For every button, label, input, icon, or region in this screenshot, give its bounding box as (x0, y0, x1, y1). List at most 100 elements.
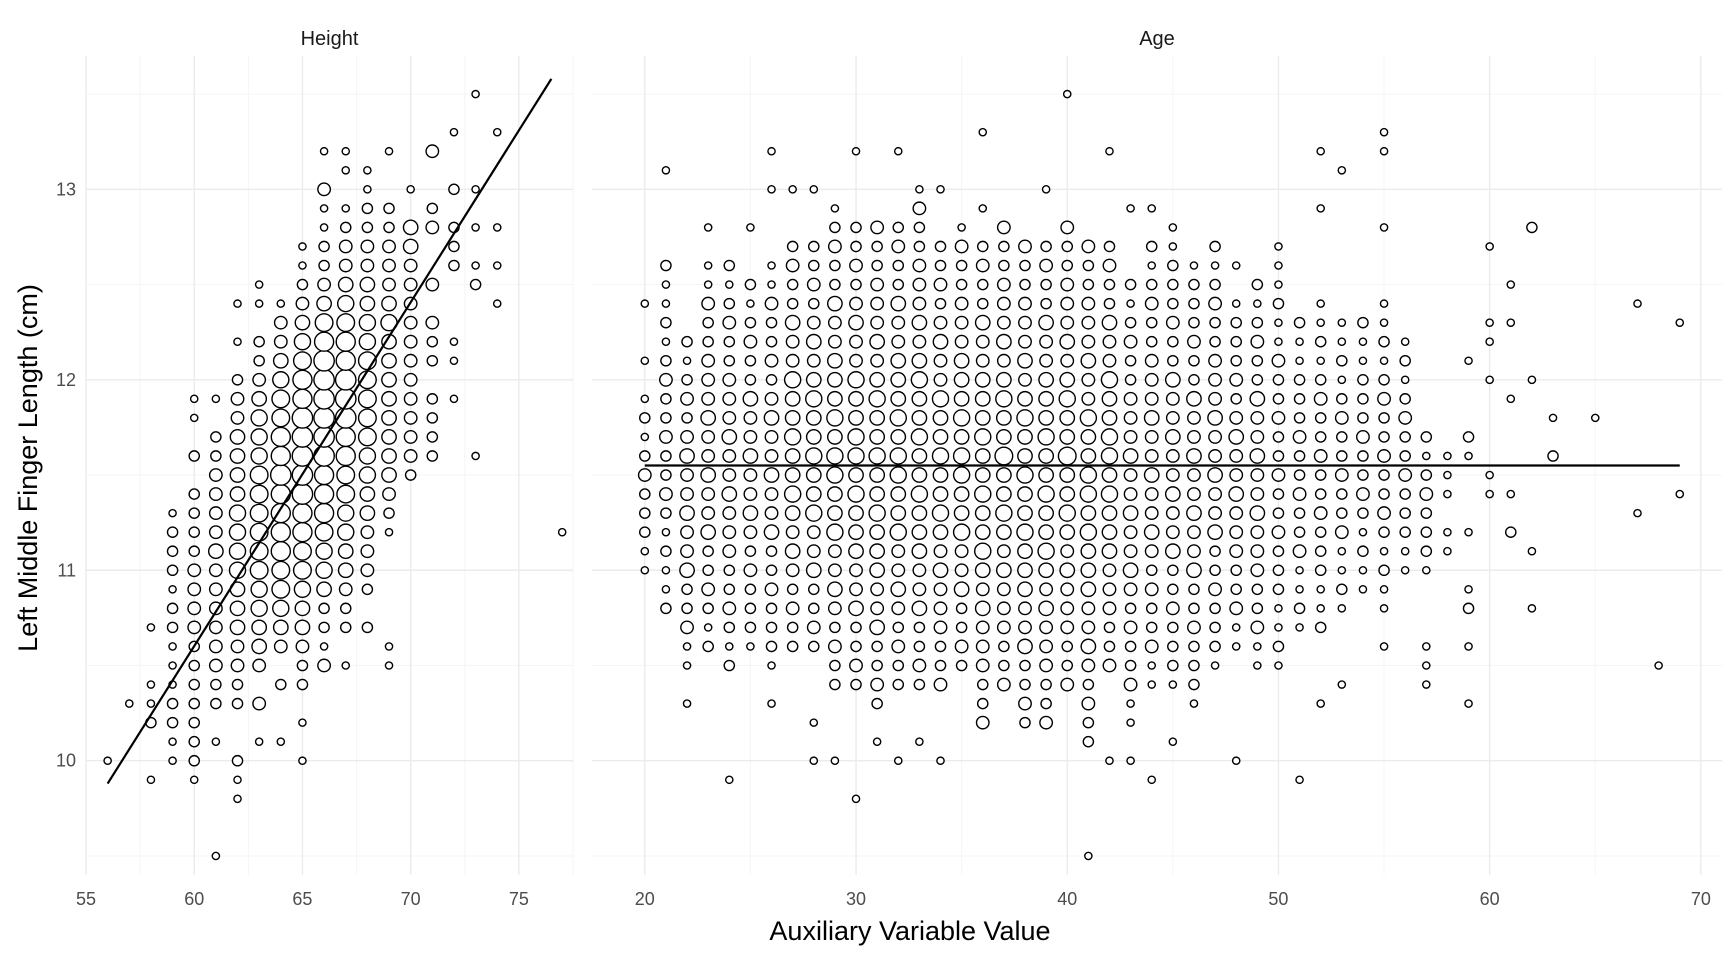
data-point (784, 467, 801, 483)
data-point (271, 579, 291, 599)
data-point (869, 467, 886, 483)
data-point (1167, 640, 1179, 653)
data-point (1040, 697, 1052, 710)
data-point (1251, 583, 1264, 596)
data-point (1462, 602, 1475, 615)
data-point (187, 563, 202, 578)
data-point (1295, 356, 1304, 366)
data-point (1080, 562, 1097, 579)
data-point (1485, 242, 1494, 251)
data-point (1017, 562, 1033, 579)
data-point (1464, 699, 1473, 708)
data-point (996, 677, 1011, 692)
data-point (336, 504, 355, 522)
data-point (1187, 544, 1201, 559)
data-point (743, 429, 758, 444)
data-point (254, 737, 264, 746)
data-point (1059, 409, 1076, 426)
data-point (471, 223, 480, 232)
data-point (188, 754, 201, 767)
data-point (723, 297, 736, 310)
data-point (974, 467, 991, 483)
data-point (1081, 372, 1096, 387)
data-point (425, 220, 440, 235)
data-point (207, 543, 224, 560)
data-point (829, 278, 841, 291)
data-point (1060, 353, 1075, 368)
data-point (1147, 661, 1157, 670)
data-point (640, 565, 650, 575)
data-point (1102, 601, 1117, 616)
data-point (276, 299, 286, 308)
data-point (700, 409, 717, 426)
data-point (722, 525, 737, 540)
data-point (1229, 525, 1244, 540)
data-point (251, 619, 268, 636)
data-point (296, 659, 309, 672)
data-point (871, 659, 883, 672)
data-point (1443, 527, 1452, 537)
data-point (742, 390, 759, 407)
data-point (469, 278, 482, 291)
data-point (807, 259, 820, 272)
data-point (743, 563, 758, 578)
data-point (703, 223, 713, 232)
data-point (229, 467, 246, 483)
data-point (893, 146, 903, 156)
data-point (868, 390, 886, 408)
data-point (249, 484, 269, 504)
data-point (1420, 431, 1433, 443)
data-point (360, 525, 375, 540)
data-point (336, 523, 355, 541)
data-point (953, 371, 970, 388)
data-point (765, 640, 778, 653)
data-point (996, 582, 1011, 597)
data-point (1208, 391, 1223, 406)
data-point (383, 221, 395, 234)
data-point (187, 582, 202, 597)
data-point (639, 488, 651, 500)
data-point (1357, 507, 1369, 519)
data-point (933, 601, 948, 616)
data-point (1485, 318, 1494, 327)
data-point (952, 447, 971, 465)
data-point (681, 602, 693, 615)
data-point (1059, 524, 1076, 541)
data-point (639, 412, 651, 424)
data-point (849, 563, 863, 578)
data-point (291, 407, 314, 429)
data-point (1358, 337, 1368, 346)
data-point (1039, 715, 1054, 730)
data-point (1040, 278, 1052, 291)
data-point (701, 487, 716, 502)
data-point (166, 602, 179, 615)
data-point (359, 276, 376, 293)
data-point (292, 521, 313, 543)
x-tick-label: 70 (401, 889, 421, 909)
data-point (383, 507, 395, 519)
data-point (294, 600, 311, 617)
data-point (1314, 621, 1327, 634)
data-point (995, 371, 1012, 388)
data-point (1504, 526, 1517, 538)
data-point (996, 220, 1011, 235)
data-point (314, 313, 334, 333)
data-point (1058, 504, 1076, 522)
data-point (1207, 467, 1223, 483)
data-point (1060, 582, 1075, 597)
data-point (680, 391, 694, 406)
data-point (1082, 259, 1095, 272)
data-point (1040, 240, 1052, 253)
data-point (1147, 775, 1157, 785)
data-point (313, 387, 335, 410)
data-point (889, 523, 908, 541)
data-point (1038, 562, 1055, 579)
data-point (805, 467, 822, 483)
data-point (640, 432, 650, 442)
data-point (1675, 489, 1685, 499)
data-point (250, 409, 268, 427)
data-point (1209, 564, 1221, 577)
data-point (403, 334, 418, 349)
data-point (1378, 335, 1390, 348)
data-point (978, 204, 988, 213)
